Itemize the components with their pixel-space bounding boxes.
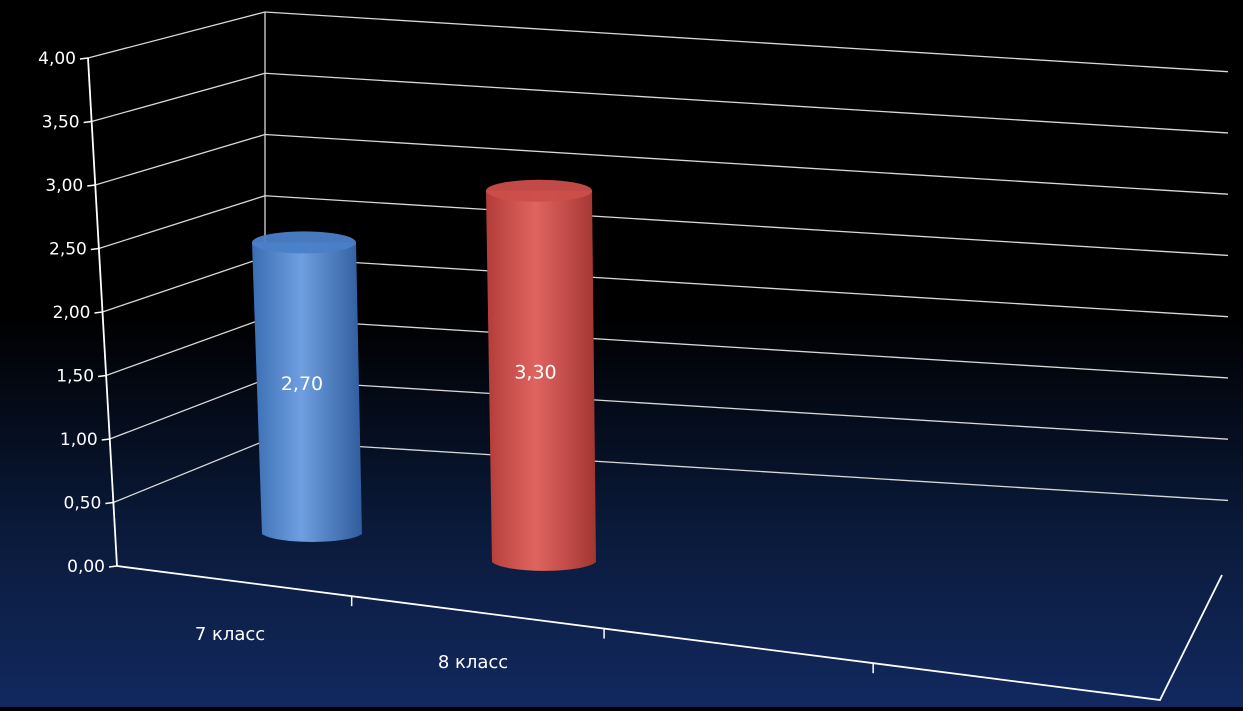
bar-1-top	[252, 231, 356, 254]
back-gridline	[264, 378, 1229, 440]
y-tick-label: 1,50	[56, 367, 94, 387]
bar-2	[486, 190, 596, 571]
side-gridline	[113, 440, 266, 504]
bar-2-top	[486, 179, 592, 202]
y-tick-mark	[90, 247, 99, 251]
label-layer: 7 класс 8 класс 2,70 3,30	[195, 361, 557, 673]
side-gridline	[91, 72, 266, 123]
back-gridline	[264, 317, 1229, 379]
side-gridline	[102, 256, 266, 313]
y-tick-label: 0,00	[67, 557, 105, 577]
x-category-label: 7 класс	[195, 624, 265, 645]
back-gridline	[264, 256, 1229, 318]
y-tick-label: 2,00	[53, 303, 91, 323]
y-tick-mark	[98, 374, 107, 378]
y-tick-label: 1,00	[60, 430, 98, 450]
y-tick-mark	[94, 311, 103, 314]
back-gridline	[264, 11, 1229, 73]
y-tick-label: 2,50	[49, 240, 87, 260]
side-gridline	[87, 11, 266, 59]
back-gridline	[264, 133, 1229, 195]
y-tick-mark	[79, 57, 89, 60]
side-gridline	[109, 378, 266, 440]
back-gridline	[264, 440, 1229, 502]
y-tick-mark	[108, 565, 118, 568]
y-tick-mark	[105, 501, 114, 505]
grid-layer	[87, 11, 1229, 504]
data-label-2: 3,30	[514, 361, 556, 383]
y-tick-mark	[87, 184, 96, 187]
floor-edge	[116, 565, 1223, 701]
side-gridline	[105, 317, 266, 377]
data-label-1: 2,70	[281, 373, 323, 395]
y-tick-mark	[83, 120, 92, 124]
y-tick-label: 4,00	[38, 49, 76, 69]
side-gridline	[95, 133, 266, 186]
back-gridline	[264, 195, 1229, 257]
y-tick-label: 0,50	[64, 494, 102, 514]
y-tick-label: 3,50	[42, 113, 80, 133]
bar-layer	[252, 179, 596, 571]
side-gridline	[98, 195, 266, 250]
axis-layer: 0,00 0,50 1,00 1,50 2,00 2,50 3,00 3,50 4,00	[38, 12, 1223, 701]
value-axis	[87, 57, 118, 567]
y-tick-mark	[101, 438, 110, 441]
back-gridline	[264, 72, 1229, 134]
bar-1	[252, 242, 362, 542]
y-tick-label: 3,00	[45, 176, 83, 196]
x-category-label: 8 класс	[438, 652, 508, 673]
